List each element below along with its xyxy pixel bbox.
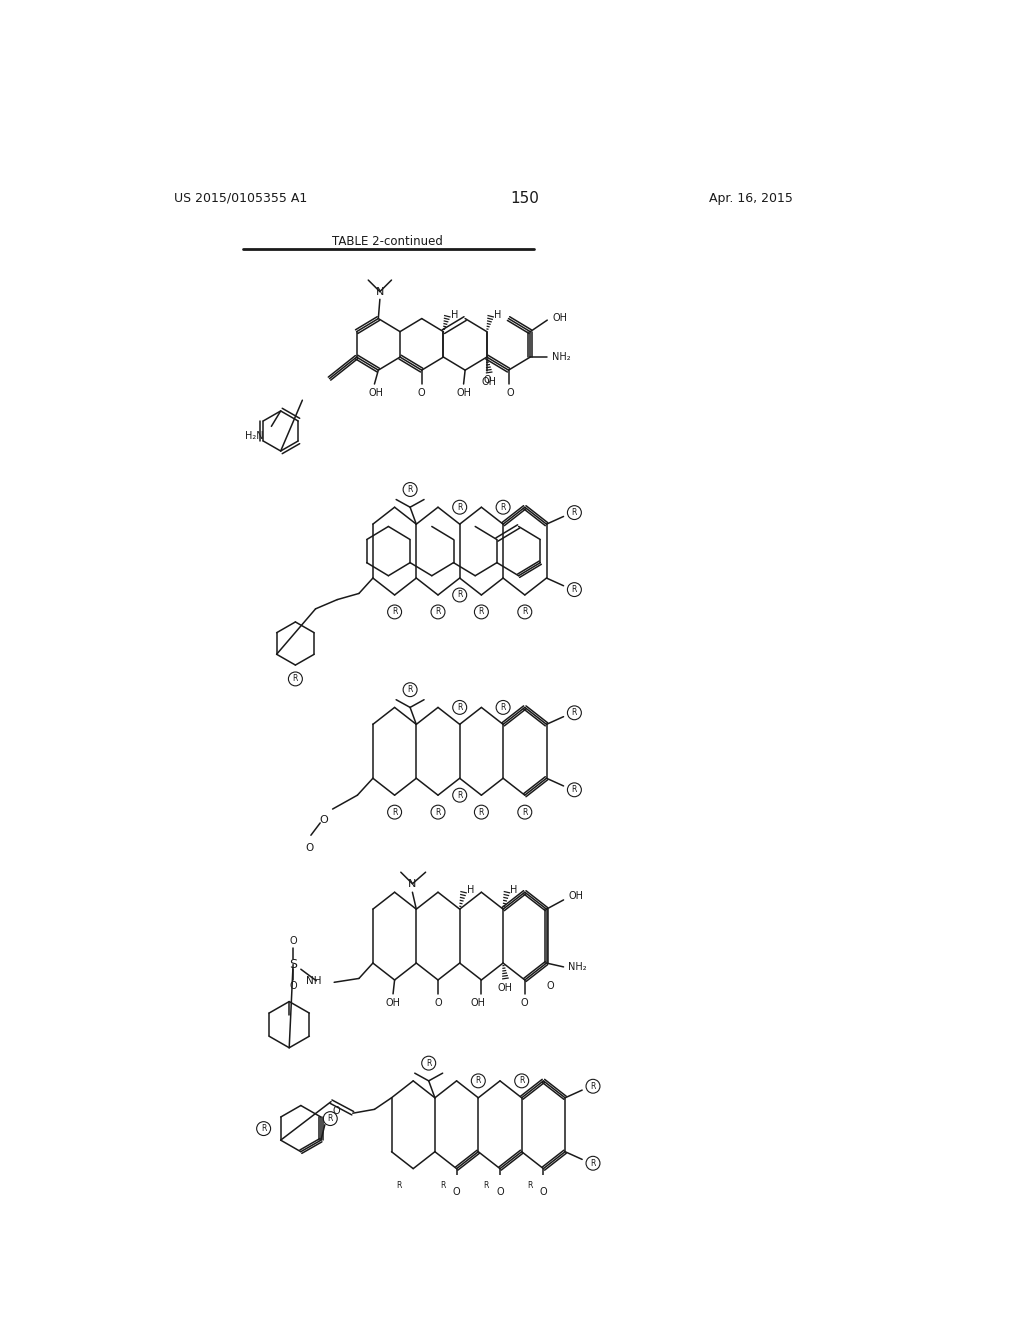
Text: OH: OH (481, 378, 497, 388)
Text: OH: OH (470, 998, 485, 1008)
Text: NH₂: NH₂ (568, 962, 587, 972)
Text: R: R (457, 503, 463, 512)
Text: R: R (571, 585, 578, 594)
Text: R: R (457, 704, 463, 711)
Text: 150: 150 (510, 191, 540, 206)
Text: O: O (289, 981, 297, 991)
Text: R: R (328, 1114, 333, 1123)
Text: O: O (497, 1187, 504, 1197)
Text: R: R (483, 1181, 488, 1191)
Text: O: O (305, 842, 313, 853)
Text: O: O (540, 1187, 547, 1197)
Text: R: R (408, 685, 413, 694)
Text: R: R (426, 1059, 431, 1068)
Text: R: R (526, 1181, 532, 1191)
Text: NH₂: NH₂ (552, 352, 570, 362)
Text: R: R (478, 607, 484, 616)
Text: R: R (475, 1076, 481, 1085)
Text: O: O (289, 936, 297, 946)
Text: H: H (467, 884, 474, 895)
Text: H: H (451, 310, 458, 319)
Text: R: R (457, 590, 463, 599)
Text: R: R (571, 709, 578, 717)
Text: R: R (440, 1181, 445, 1191)
Text: R: R (501, 704, 506, 711)
Text: R: R (396, 1181, 402, 1191)
Text: OH: OH (369, 388, 384, 399)
Text: N: N (409, 879, 417, 888)
Text: R: R (408, 484, 413, 494)
Text: R: R (590, 1082, 596, 1090)
Text: Apr. 16, 2015: Apr. 16, 2015 (710, 191, 794, 205)
Text: O: O (506, 388, 514, 399)
Text: R: R (519, 1076, 524, 1085)
Text: H: H (510, 884, 518, 895)
Text: O: O (483, 375, 490, 385)
Text: O: O (418, 388, 426, 399)
Text: O: O (521, 998, 528, 1008)
Text: OH: OH (386, 998, 400, 1008)
Text: R: R (392, 808, 397, 817)
Text: OH: OH (552, 313, 567, 323)
Text: R: R (435, 607, 440, 616)
Text: TABLE 2-continued: TABLE 2-continued (332, 235, 443, 248)
Text: R: R (571, 785, 578, 795)
Text: O: O (333, 1106, 340, 1115)
Text: R: R (478, 808, 484, 817)
Text: US 2015/0105355 A1: US 2015/0105355 A1 (174, 191, 308, 205)
Text: NH: NH (306, 975, 322, 986)
Text: R: R (571, 508, 578, 517)
Text: N: N (376, 286, 384, 297)
Text: R: R (522, 808, 527, 817)
Text: R: R (293, 675, 298, 684)
Text: OH: OH (568, 891, 584, 902)
Text: H: H (494, 310, 502, 319)
Text: OH: OH (498, 983, 513, 994)
Text: R: R (261, 1125, 266, 1133)
Text: O: O (547, 981, 554, 991)
Text: R: R (435, 808, 440, 817)
Text: R: R (590, 1159, 596, 1168)
Text: OH: OH (456, 388, 471, 399)
Text: R: R (522, 607, 527, 616)
Text: R: R (501, 503, 506, 512)
Text: H₂N: H₂N (245, 430, 263, 441)
Text: O: O (453, 1187, 461, 1197)
Text: R: R (392, 607, 397, 616)
Text: O: O (434, 998, 441, 1008)
Text: O: O (318, 814, 328, 825)
Text: R: R (457, 791, 463, 800)
Text: S: S (289, 958, 297, 972)
